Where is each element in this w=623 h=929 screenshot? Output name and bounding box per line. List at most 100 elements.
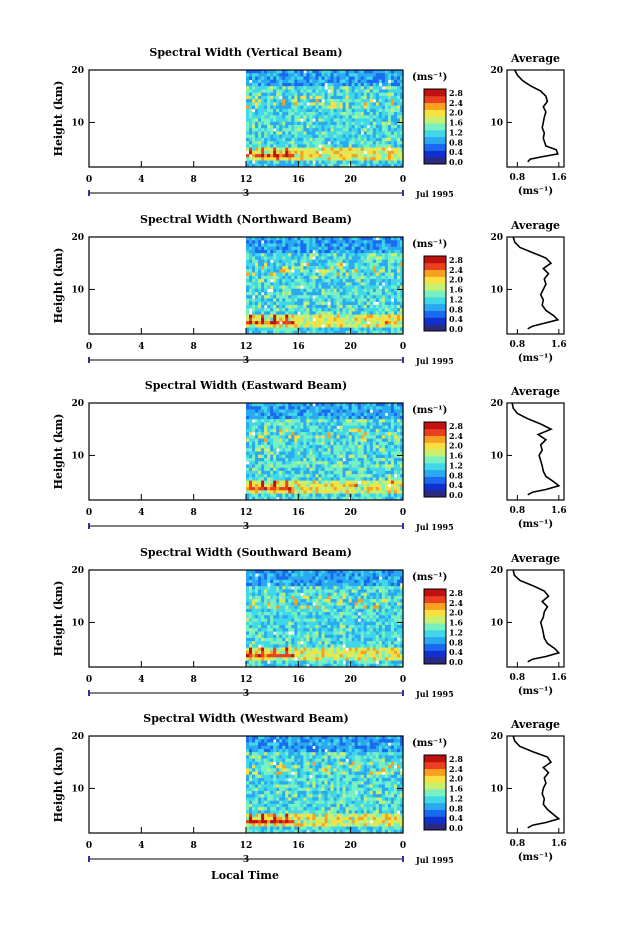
heatmap-cell	[348, 451, 352, 456]
heatmap-cell	[315, 79, 319, 84]
heatmap-cell	[315, 308, 319, 312]
heatmap-cell	[378, 419, 383, 423]
heatmap-cell	[375, 445, 380, 449]
heatmap-cell	[309, 483, 313, 488]
heatmap-cell	[255, 243, 259, 247]
heatmap-cell	[318, 249, 322, 254]
heatmap-cell	[381, 483, 386, 488]
heatmap-cell	[309, 301, 313, 306]
heatmap-cell	[264, 311, 268, 315]
heatmap-cell	[246, 275, 250, 280]
heatmap-cell	[309, 79, 313, 84]
heatmap-cell	[258, 663, 262, 668]
heatmap-cell	[276, 317, 280, 322]
heatmap-cell	[333, 422, 337, 426]
heatmap-cell	[360, 451, 365, 456]
heatmap-cell	[294, 89, 298, 93]
heatmap-cell	[249, 570, 253, 574]
heatmap-cell	[363, 415, 368, 420]
heatmap-cell	[345, 154, 349, 158]
heatmap-cell	[366, 301, 371, 306]
heatmap-cell	[279, 112, 283, 116]
heatmap-cell	[246, 288, 250, 293]
heatmap-cell	[330, 425, 334, 430]
heatmap-cell	[276, 493, 280, 498]
heatmap-cell	[345, 291, 349, 296]
heatmap-cell	[249, 76, 253, 80]
heatmap-cell	[297, 464, 301, 468]
heatmap-cell	[312, 490, 316, 494]
heatmap-cell	[366, 108, 371, 113]
heatmap-cell	[264, 314, 268, 319]
heatmap-cell	[372, 141, 377, 145]
heatmap-cell	[303, 256, 307, 260]
heatmap-cell	[321, 477, 325, 481]
heatmap-cell	[378, 288, 383, 293]
heatmap-cell	[390, 291, 395, 296]
heatmap-cell	[303, 327, 307, 332]
heatmap-cell	[246, 73, 250, 77]
heatmap-cell	[252, 311, 256, 315]
heatmap-cell	[381, 415, 386, 420]
heatmap-cell	[252, 579, 256, 584]
heatmap-cell	[339, 415, 343, 420]
heatmap-cell	[354, 243, 359, 247]
heatmap-cell	[321, 108, 325, 113]
y-tick-label: 20	[71, 233, 84, 243]
heatmap-cell	[339, 249, 343, 254]
heatmap-cell	[351, 428, 355, 433]
heatmap-cell	[291, 89, 295, 93]
heatmap-cell	[333, 95, 337, 100]
heatmap-cell	[264, 454, 268, 459]
heatmap-cell	[258, 105, 262, 110]
heatmap-cell	[255, 308, 259, 312]
heatmap-cell	[252, 253, 256, 257]
heatmap-cell	[399, 409, 404, 413]
heatmap-cell	[261, 599, 265, 603]
heatmap-cell	[261, 608, 265, 613]
heatmap-cell	[258, 605, 262, 610]
heatmap-cell	[366, 246, 371, 251]
heatmap-cell	[285, 89, 289, 93]
heatmap-cell	[303, 493, 307, 498]
heatmap-cell	[330, 102, 334, 106]
heatmap-cell	[324, 141, 328, 145]
heatmap-cell	[249, 441, 253, 446]
heatmap-cell	[291, 105, 295, 110]
heatmap-cell	[369, 163, 374, 168]
heatmap-cell	[309, 95, 313, 100]
heatmap-cell	[342, 432, 346, 436]
heatmap-cell	[330, 496, 334, 501]
heatmap-cell	[366, 330, 371, 335]
heatmap-cell	[252, 631, 256, 635]
heatmap-cell	[381, 73, 386, 77]
heatmap-cell	[378, 79, 383, 84]
heatmap-cell	[336, 240, 340, 244]
heatmap-cell	[351, 480, 355, 485]
heatmap-cell	[366, 102, 371, 106]
heatmap-cell	[246, 637, 250, 642]
heatmap-cell	[327, 285, 331, 290]
heatmap-cell	[246, 644, 250, 648]
heatmap-cell	[255, 621, 259, 626]
heatmap-cell	[246, 595, 250, 600]
heatmap-cell	[300, 259, 304, 264]
heatmap-cell	[321, 428, 325, 433]
heatmap-cell	[360, 438, 365, 443]
heatmap-cell	[267, 131, 271, 135]
heatmap-cell	[300, 493, 304, 498]
heatmap-cell	[351, 301, 355, 306]
heatmap-cell	[315, 137, 319, 142]
heatmap-cell	[324, 115, 328, 119]
heatmap-cell	[288, 454, 292, 459]
heatmap-cell	[348, 425, 352, 430]
heatmap-cell	[258, 311, 262, 315]
heatmap-cell	[282, 86, 286, 90]
heatmap-cell	[270, 124, 274, 129]
heatmap-cell	[330, 327, 334, 332]
day-label: 3	[243, 189, 249, 199]
heatmap-cell	[255, 634, 259, 639]
heatmap-cell	[282, 480, 286, 485]
heatmap-cell	[291, 412, 295, 417]
heatmap-cell	[267, 92, 271, 97]
